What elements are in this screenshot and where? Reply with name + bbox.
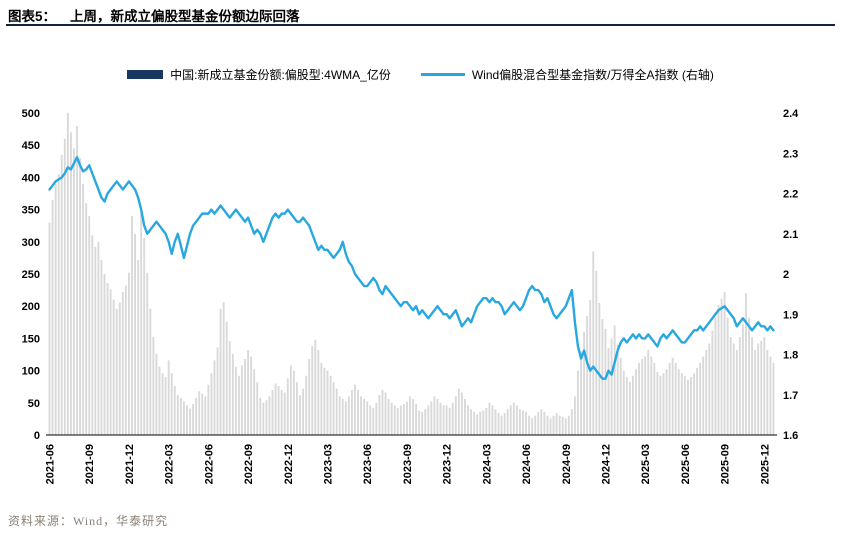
svg-text:200: 200 [22, 301, 40, 313]
svg-text:2025-03: 2025-03 [640, 444, 652, 484]
bar-series-swatch-icon [127, 70, 164, 79]
svg-text:2024-09: 2024-09 [561, 444, 573, 484]
svg-text:1.8: 1.8 [783, 350, 798, 362]
svg-text:2021-12: 2021-12 [124, 444, 136, 484]
svg-text:2021-06: 2021-06 [45, 444, 57, 484]
svg-text:2.4: 2.4 [783, 108, 799, 120]
svg-text:2022-03: 2022-03 [164, 444, 176, 484]
chart-legend: 中国:新成立基金份额:偏股型:4WMA_亿份 Wind偏股混合型基金指数/万得全… [0, 66, 841, 83]
svg-text:50: 50 [28, 398, 40, 410]
svg-text:2022-12: 2022-12 [283, 444, 295, 484]
svg-text:2021-09: 2021-09 [84, 444, 96, 484]
svg-text:2023-06: 2023-06 [362, 444, 374, 484]
svg-text:2.3: 2.3 [783, 148, 798, 160]
svg-text:0: 0 [34, 430, 40, 442]
title-divider [6, 24, 835, 26]
svg-text:1.6: 1.6 [783, 430, 798, 442]
svg-text:250: 250 [22, 269, 40, 281]
svg-text:2024-03: 2024-03 [481, 444, 493, 484]
svg-text:500: 500 [22, 108, 40, 120]
figure-number: 图表5： [8, 9, 57, 24]
svg-text:2.1: 2.1 [783, 229, 798, 241]
svg-text:2025-09: 2025-09 [720, 444, 732, 484]
svg-text:2025-06: 2025-06 [680, 444, 692, 484]
svg-text:300: 300 [22, 237, 40, 249]
legend-label-line: Wind偏股混合型基金指数/万得全A指数 (右轴) [471, 68, 714, 82]
chart-svg: 5004504003503002502001501005002.42.32.22… [22, 108, 800, 484]
source-note: 资料来源：Wind，华泰研究 [8, 514, 169, 528]
svg-text:450: 450 [22, 140, 40, 152]
svg-text:2022-06: 2022-06 [203, 444, 215, 484]
legend-item-line: Wind偏股混合型基金指数/万得全A指数 (右轴) [420, 66, 714, 83]
figure-title-text: 上周，新成立偏股型基金份额边际回落 [70, 9, 300, 24]
svg-text:1.9: 1.9 [783, 309, 798, 321]
svg-text:350: 350 [22, 205, 40, 217]
svg-text:150: 150 [22, 333, 40, 345]
svg-text:2022-09: 2022-09 [243, 444, 255, 484]
svg-text:2023-12: 2023-12 [442, 444, 454, 484]
svg-text:2025-12: 2025-12 [759, 444, 771, 484]
figure-title: 图表5： 上周，新成立偏股型基金份额边际回落 [8, 5, 300, 25]
svg-text:2.2: 2.2 [783, 189, 798, 201]
legend-item-bars: 中国:新成立基金份额:偏股型:4WMA_亿份 [127, 66, 391, 83]
svg-text:2023-09: 2023-09 [402, 444, 414, 484]
svg-text:2023-03: 2023-03 [322, 444, 334, 484]
svg-text:100: 100 [22, 366, 40, 378]
svg-text:2024-12: 2024-12 [600, 444, 612, 484]
svg-text:2024-06: 2024-06 [521, 444, 533, 484]
chart-area: 500 450 400 350 300 250 200 150 100 50 0 2.4 2.3 2.2 2… [0, 98, 841, 512]
svg-text:400: 400 [22, 172, 40, 184]
svg-text:2: 2 [783, 269, 789, 281]
line-series-swatch-icon [420, 73, 465, 76]
svg-text:1.7: 1.7 [783, 390, 798, 402]
legend-label-bars: 中国:新成立基金份额:偏股型:4WMA_亿份 [170, 68, 391, 82]
